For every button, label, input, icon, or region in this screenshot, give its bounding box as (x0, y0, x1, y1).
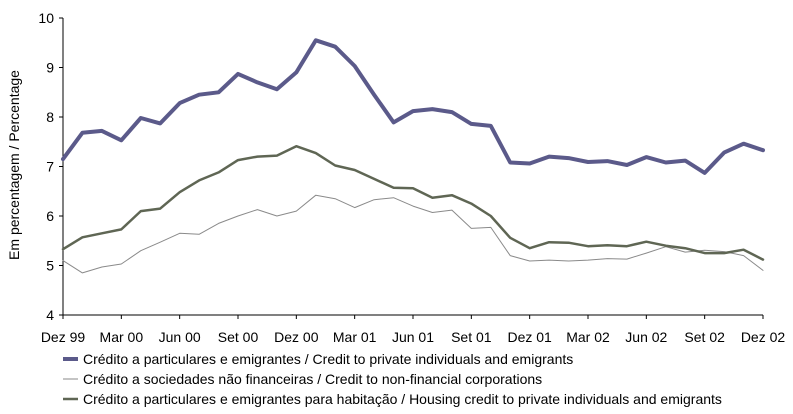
x-tick-label: Mar 01 (333, 329, 377, 345)
series-line-3 (61, 144, 765, 261)
y-tick-label: 10 (38, 10, 54, 26)
x-tick-label: Dez 00 (274, 329, 319, 345)
series-line-1 (61, 38, 765, 175)
y-tick-labels: 4 5 6 7 8 9 10 (38, 10, 54, 323)
legend-label-3: Crédito a particulares e emigrantes para… (83, 391, 722, 407)
x-tick-label: Jun 00 (159, 329, 201, 345)
x-tick-label: Dez 99 (41, 329, 86, 345)
y-tick-label: 8 (46, 109, 54, 125)
x-tick-labels: Dez 99 Mar 00 Jun 00 Set 00 Dez 00 Mar 01 Jun … (41, 329, 786, 345)
y-tick-label: 5 (46, 258, 54, 274)
y-tick-label: 4 (46, 307, 54, 323)
x-tick-label: Dez 02 (741, 329, 786, 345)
series-line-2 (62, 194, 764, 274)
series-lines (61, 38, 765, 274)
axes (59, 17, 764, 319)
x-tick-label: Set 01 (451, 329, 492, 345)
x-tick-label: Dez 01 (507, 329, 552, 345)
x-tick-label: Set 00 (218, 329, 259, 345)
legend-label-1: Crédito a particulares e emigrantes / Cr… (83, 351, 573, 367)
y-tick-label: 7 (46, 159, 54, 175)
x-tick-label: Jun 01 (392, 329, 434, 345)
y-tick-label: 9 (46, 60, 54, 76)
y-tick-label: 6 (46, 208, 54, 224)
legend: Crédito a particulares e emigrantes / Cr… (63, 351, 722, 407)
x-tick-label: Mar 02 (566, 329, 610, 345)
x-tick-label: Jun 02 (625, 329, 667, 345)
y-axis-title: Em percentagem / Percentage (6, 70, 22, 260)
x-tick-label: Mar 00 (100, 329, 144, 345)
legend-label-2: Crédito a sociedades não financeiras / C… (83, 371, 542, 387)
x-tick-label: Set 02 (684, 329, 725, 345)
